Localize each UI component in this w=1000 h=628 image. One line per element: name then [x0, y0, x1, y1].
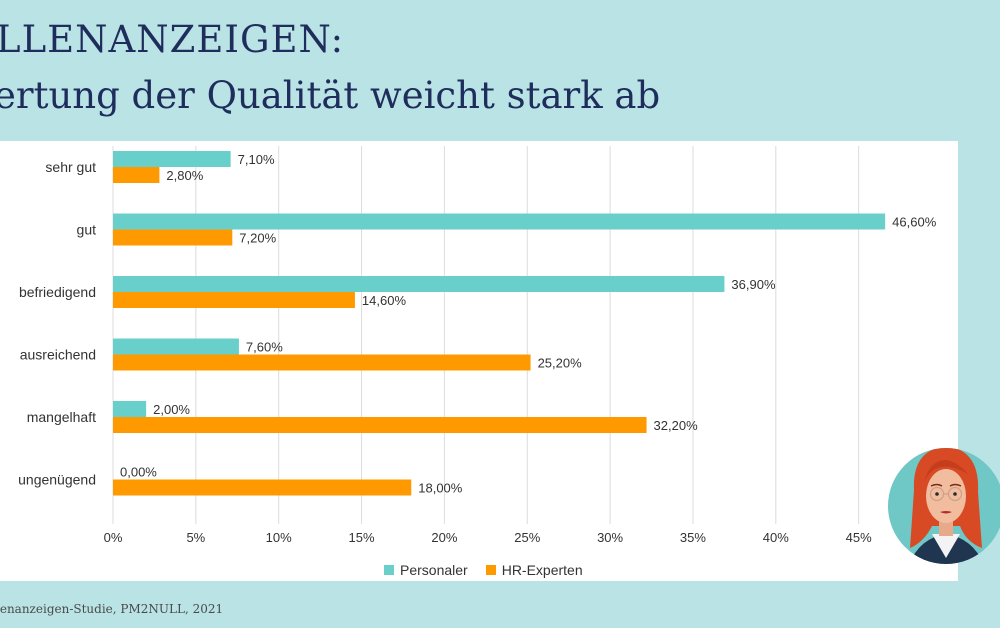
chart-panel: 0% 5% 10% 15% 20% 25% 30% 35% 40% 45% sehr gut 7,10…: [0, 141, 958, 581]
category-label: ungenügend: [18, 472, 96, 488]
x-tick-label: 35%: [680, 530, 706, 545]
data-label: 2,00%: [153, 402, 190, 417]
legend-label-hr-experten: HR-Experten: [501, 562, 583, 578]
data-label: 25,20%: [538, 356, 583, 371]
data-label: 36,90%: [731, 277, 776, 292]
bar-personaler: [113, 151, 231, 167]
bar-hr-experten: [113, 167, 160, 183]
bar-hr-experten: [113, 229, 233, 246]
legend-item-personaler: Personaler: [384, 562, 468, 578]
legend-swatch-personaler: [384, 565, 394, 575]
legend-label-personaler: Personaler: [400, 562, 468, 578]
x-tick-label: 0%: [104, 530, 123, 545]
source-note: lenanzeigen-Studie, PM2NULL, 2021: [0, 602, 224, 616]
data-label: 0,00%: [120, 465, 157, 480]
category-label: mangelhaft: [27, 409, 96, 425]
x-tick-label: 30%: [597, 530, 623, 545]
data-label: 18,00%: [418, 481, 463, 496]
chart-legend: Personaler HR-Experten: [384, 562, 583, 578]
category-label: sehr gut: [45, 159, 96, 175]
x-tick-label: 45%: [846, 530, 872, 545]
bar-personaler: [113, 338, 239, 355]
x-tick-label: 20%: [431, 530, 457, 545]
woman-portrait-illustration: [888, 448, 1000, 564]
data-label: 7,60%: [246, 340, 283, 355]
bar-chart: 0% 5% 10% 15% 20% 25% 30% 35% 40% 45% sehr gut 7,10…: [18, 146, 937, 545]
category-label: ausreichend: [20, 347, 96, 363]
x-tick-label: 25%: [514, 530, 540, 545]
bar-hr-experten: [113, 479, 412, 496]
x-tick-label: 15%: [349, 530, 375, 545]
bar-hr-experten: [113, 354, 531, 371]
chart-title-line1: LLENANZEIGEN:: [0, 18, 345, 61]
bar-personaler: [113, 213, 886, 230]
data-label: 32,20%: [654, 418, 699, 433]
x-tick-label: 40%: [763, 530, 789, 545]
x-tick-label: 5%: [186, 530, 205, 545]
chart-title-line2: ertung der Qualität weicht stark ab: [0, 74, 661, 117]
legend-swatch-hr-experten: [485, 565, 496, 575]
bar-hr-experten: [113, 292, 355, 308]
legend-item-hr-experten: HR-Experten: [485, 562, 583, 578]
data-label: 46,60%: [892, 215, 937, 230]
bar-personaler: [113, 276, 725, 292]
bar-personaler: [113, 401, 147, 417]
category-label: befriedigend: [19, 284, 96, 300]
data-label: 14,60%: [362, 293, 407, 308]
data-label: 2,80%: [166, 168, 203, 183]
data-label: 7,20%: [239, 231, 276, 246]
bar-hr-experten: [113, 417, 647, 433]
category-label: gut: [77, 222, 97, 238]
x-tick-label: 10%: [266, 530, 292, 545]
data-label: 7,10%: [238, 152, 275, 167]
